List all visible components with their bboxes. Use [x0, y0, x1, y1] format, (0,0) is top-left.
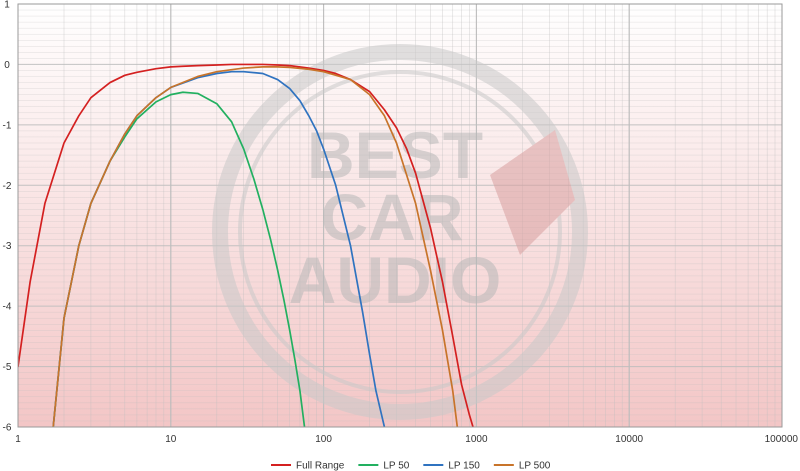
series-lines: [18, 63, 474, 427]
y-tick-label: -6: [3, 423, 12, 434]
x-tick-label: 10000: [615, 434, 643, 445]
legend-label-full-range: Full Range: [296, 461, 345, 471]
x-tick-label: 100: [315, 434, 332, 445]
legend: Full Range LP 50 LP 150 LP 500: [271, 461, 551, 471]
watermark-ring: [212, 44, 588, 420]
y-tick-label: -4: [3, 302, 12, 313]
y-tick-label: 0: [4, 60, 10, 71]
legend-label-lp-150: LP 150: [448, 461, 480, 471]
y-tick-label: -5: [3, 362, 12, 373]
watermark-ring-inner: [238, 70, 562, 394]
y-tick-label: -3: [3, 241, 12, 252]
x-tick-label: 1000: [465, 434, 488, 445]
x-tick-label: 10: [165, 434, 177, 445]
y-axis-ticks: 1 0 -1 -2 -3 -4 -5 -6: [3, 0, 12, 434]
x-axis-ticks: 1 10 100 1000 10000 100000: [15, 434, 798, 445]
watermark-accent: [490, 130, 575, 255]
y-tick-label: 1: [4, 0, 10, 11]
watermark-line-3: AUDIO: [289, 243, 502, 317]
series-line-lp-500: [52, 66, 459, 427]
x-tick-label: 100000: [765, 434, 799, 445]
legend-label-lp-500: LP 500: [519, 461, 551, 471]
watermark-line-1: BEST: [307, 118, 483, 192]
plot-border: [17, 3, 783, 428]
plot-background: [18, 4, 782, 427]
x-tick-label: 1: [15, 434, 21, 445]
y-tick-label: -2: [3, 181, 12, 192]
y-tick-label: -1: [3, 120, 12, 131]
series-line-full-range: [18, 63, 474, 427]
legend-label-lp-50: LP 50: [383, 461, 409, 471]
